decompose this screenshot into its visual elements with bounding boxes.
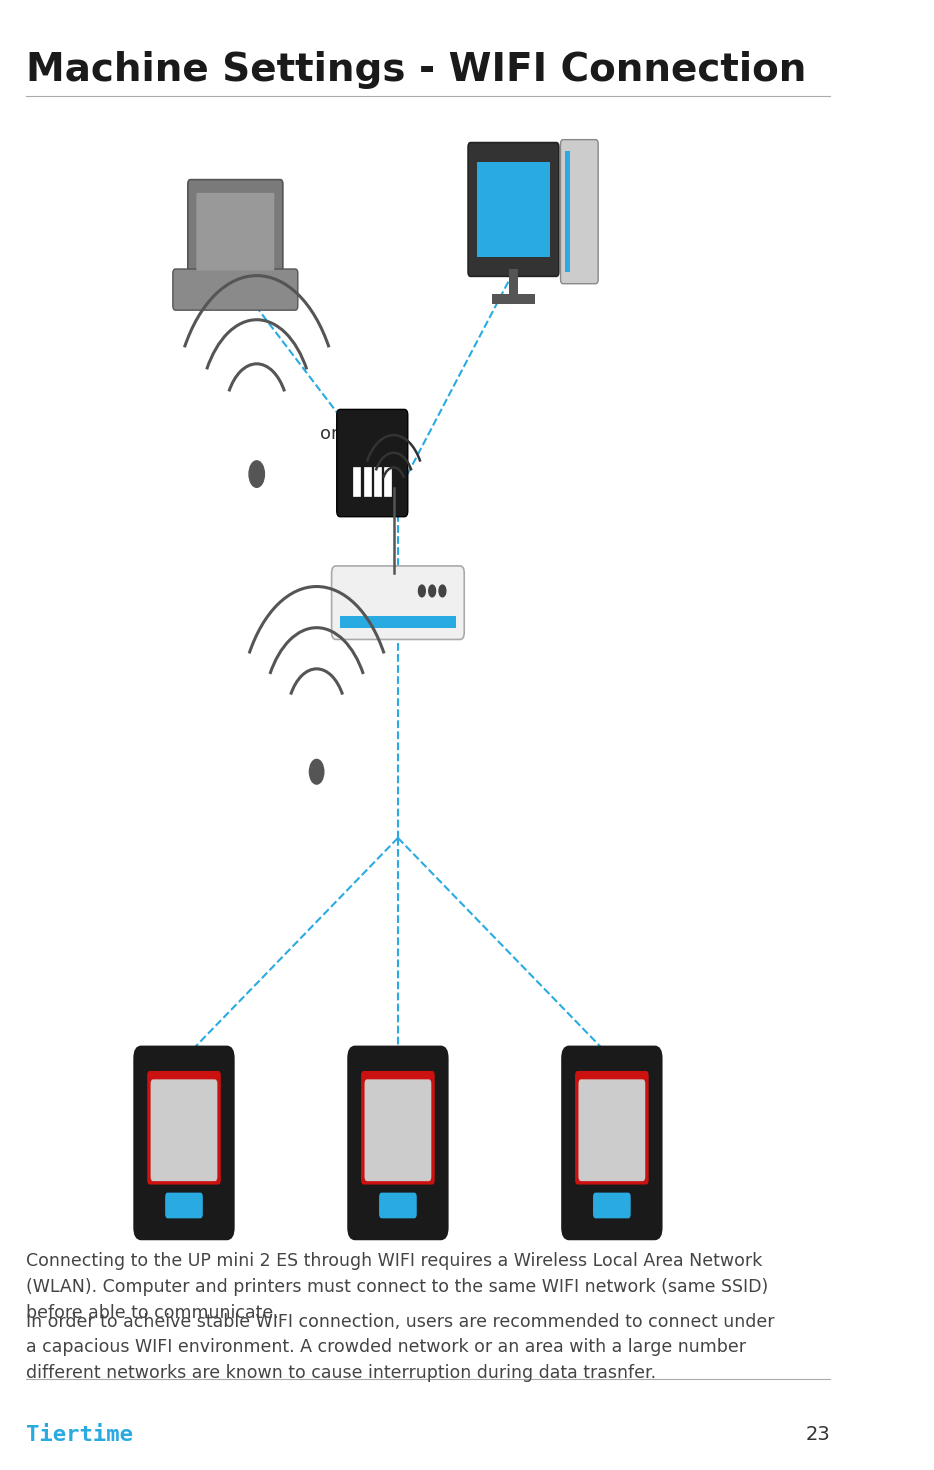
FancyBboxPatch shape <box>575 1072 649 1185</box>
Bar <box>565 151 570 272</box>
Bar <box>509 269 517 298</box>
Text: Machine Settings - WIFI Connection: Machine Settings - WIFI Connection <box>25 51 806 90</box>
FancyBboxPatch shape <box>188 179 283 284</box>
Bar <box>340 616 456 628</box>
FancyBboxPatch shape <box>562 1047 661 1239</box>
Circle shape <box>439 585 446 597</box>
Bar <box>476 162 550 257</box>
FancyBboxPatch shape <box>173 269 298 310</box>
FancyBboxPatch shape <box>560 140 598 284</box>
FancyBboxPatch shape <box>593 1192 630 1219</box>
FancyBboxPatch shape <box>196 193 275 270</box>
FancyBboxPatch shape <box>361 1072 434 1185</box>
FancyBboxPatch shape <box>364 1079 432 1182</box>
FancyBboxPatch shape <box>337 410 408 517</box>
Text: 23: 23 <box>805 1426 830 1444</box>
Bar <box>374 467 381 497</box>
Bar <box>353 467 361 497</box>
Text: Tiertime: Tiertime <box>25 1424 133 1445</box>
Circle shape <box>249 462 264 488</box>
FancyBboxPatch shape <box>134 1047 234 1239</box>
Bar <box>363 467 371 497</box>
FancyBboxPatch shape <box>379 1192 417 1219</box>
FancyBboxPatch shape <box>150 1079 218 1182</box>
FancyBboxPatch shape <box>165 1192 203 1219</box>
FancyBboxPatch shape <box>148 1072 220 1185</box>
FancyBboxPatch shape <box>332 566 464 639</box>
Text: or: or <box>320 425 339 442</box>
Text: In order to acheive stable WIFI connection, users are recommended to connect und: In order to acheive stable WIFI connecti… <box>25 1313 774 1382</box>
FancyBboxPatch shape <box>578 1079 645 1182</box>
Bar <box>492 294 535 304</box>
FancyBboxPatch shape <box>468 143 559 276</box>
Circle shape <box>429 585 435 597</box>
Text: Connecting to the UP mini 2 ES through WIFI requires a Wireless Local Area Netwo: Connecting to the UP mini 2 ES through W… <box>25 1252 768 1322</box>
FancyBboxPatch shape <box>348 1047 447 1239</box>
Circle shape <box>309 760 324 784</box>
Bar <box>384 467 391 497</box>
Circle shape <box>418 585 425 597</box>
